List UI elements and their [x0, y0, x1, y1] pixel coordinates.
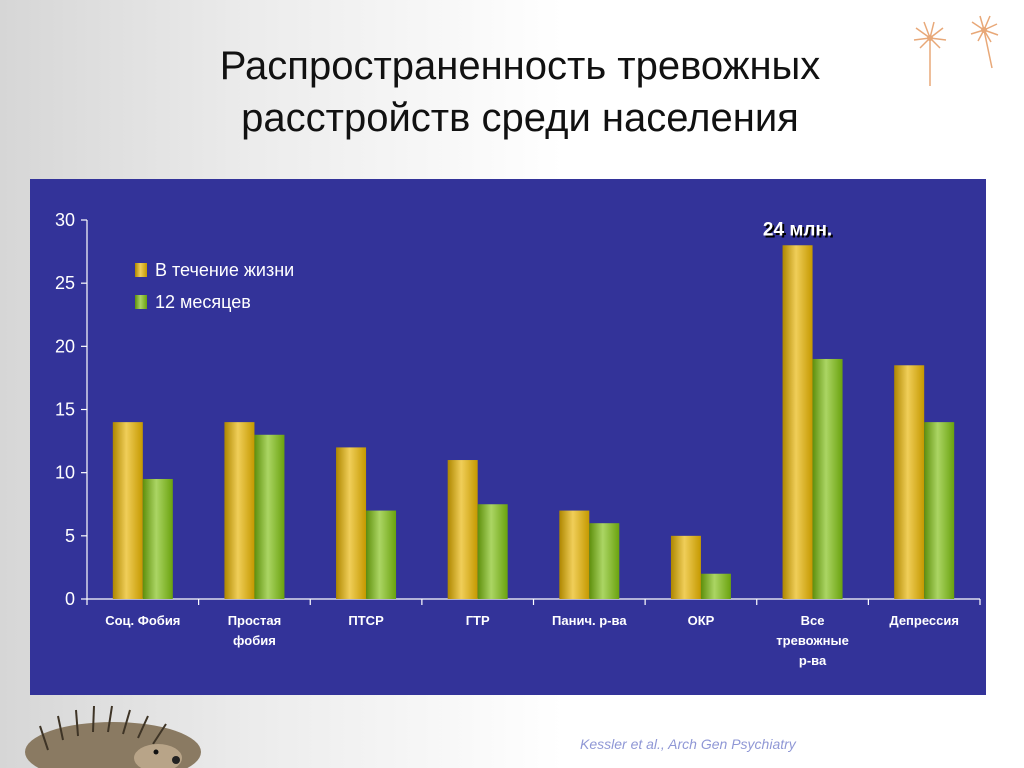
x-category-label: ОКР [688, 613, 715, 628]
y-tick-label: 20 [55, 336, 75, 356]
bar-12-months [924, 422, 955, 599]
y-tick-label: 10 [55, 463, 75, 483]
bar-lifetime [782, 245, 813, 599]
x-category-label-line: ПТСР [348, 613, 384, 628]
legend-label: 12 месяцев [155, 292, 251, 312]
bar-lifetime [559, 510, 590, 599]
x-category-label: Депрессия [889, 613, 959, 628]
slide-title-line-2: расстройств среди населения [241, 96, 799, 140]
legend-label: В течение жизни [155, 260, 294, 280]
x-category-label-line: Депрессия [889, 613, 959, 628]
x-category-label-line: Соц. Фобия [105, 613, 180, 628]
y-tick-label: 30 [55, 210, 75, 230]
x-category-label-line: фобия [233, 633, 276, 648]
x-category-label-line: р-ва [799, 653, 827, 668]
y-tick-label: 25 [55, 273, 75, 293]
bar-lifetime [894, 365, 925, 599]
chart-svg: 0 5 10 15 20 25 30 Соц. Фобия Простая фобия ПТСР ГТ… [55, 210, 981, 668]
x-category-label-line: Панич. р-ва [552, 613, 627, 628]
chart-panel: 0 5 10 15 20 25 30 Соц. Фобия Простая фобия ПТСР ГТ… [30, 179, 986, 695]
bar-chart: 0 5 10 15 20 25 30 Соц. Фобия Простая фобия ПТСР ГТ… [30, 179, 986, 700]
slide-title: Распространенность тревожных расстройств… [120, 40, 920, 144]
slide-title-line-1: Распространенность тревожных [219, 44, 821, 88]
bar-lifetime [336, 447, 367, 599]
x-category-label: Соц. Фобия [105, 613, 180, 628]
bar-12-months [589, 523, 620, 599]
bar-12-months [812, 358, 843, 599]
x-category-label-line: ОКР [688, 613, 715, 628]
x-category-label: Панич. р-ва [552, 613, 627, 628]
y-tick-label: 0 [65, 589, 75, 609]
dandelion-decoration-icon [913, 15, 999, 86]
bar-12-months [477, 504, 508, 599]
x-category-label-line: ГТР [466, 613, 490, 628]
x-category-label: Все тревожные р-ва [776, 613, 849, 668]
x-category-label-line: тревожные [776, 633, 849, 648]
bar-lifetime [112, 422, 143, 599]
x-category-label: Простая фобия [228, 613, 281, 648]
citation-text: Kessler et al., Arch Gen Psychiatry [580, 736, 796, 752]
bar-lifetime [670, 535, 701, 599]
legend-swatch [135, 263, 147, 277]
hedgehog-image [25, 705, 201, 768]
x-category-label: ГТР [466, 613, 490, 628]
bar-lifetime [224, 422, 255, 599]
x-category-label: ПТСР [348, 613, 384, 628]
annotation-shadow: 24 млн. [765, 221, 834, 242]
bar-12-months [700, 573, 731, 599]
bar-12-months [366, 510, 397, 599]
bar-lifetime [447, 460, 478, 599]
y-tick-label: 5 [65, 526, 75, 546]
bar-12-months [142, 478, 173, 599]
x-category-label-line: Все [801, 613, 825, 628]
x-category-label-line: Простая [228, 613, 281, 628]
legend-swatch [135, 295, 147, 309]
bar-12-months [254, 434, 285, 599]
y-tick-label: 15 [55, 400, 75, 420]
annotation-label: 24 млн. [763, 219, 832, 240]
